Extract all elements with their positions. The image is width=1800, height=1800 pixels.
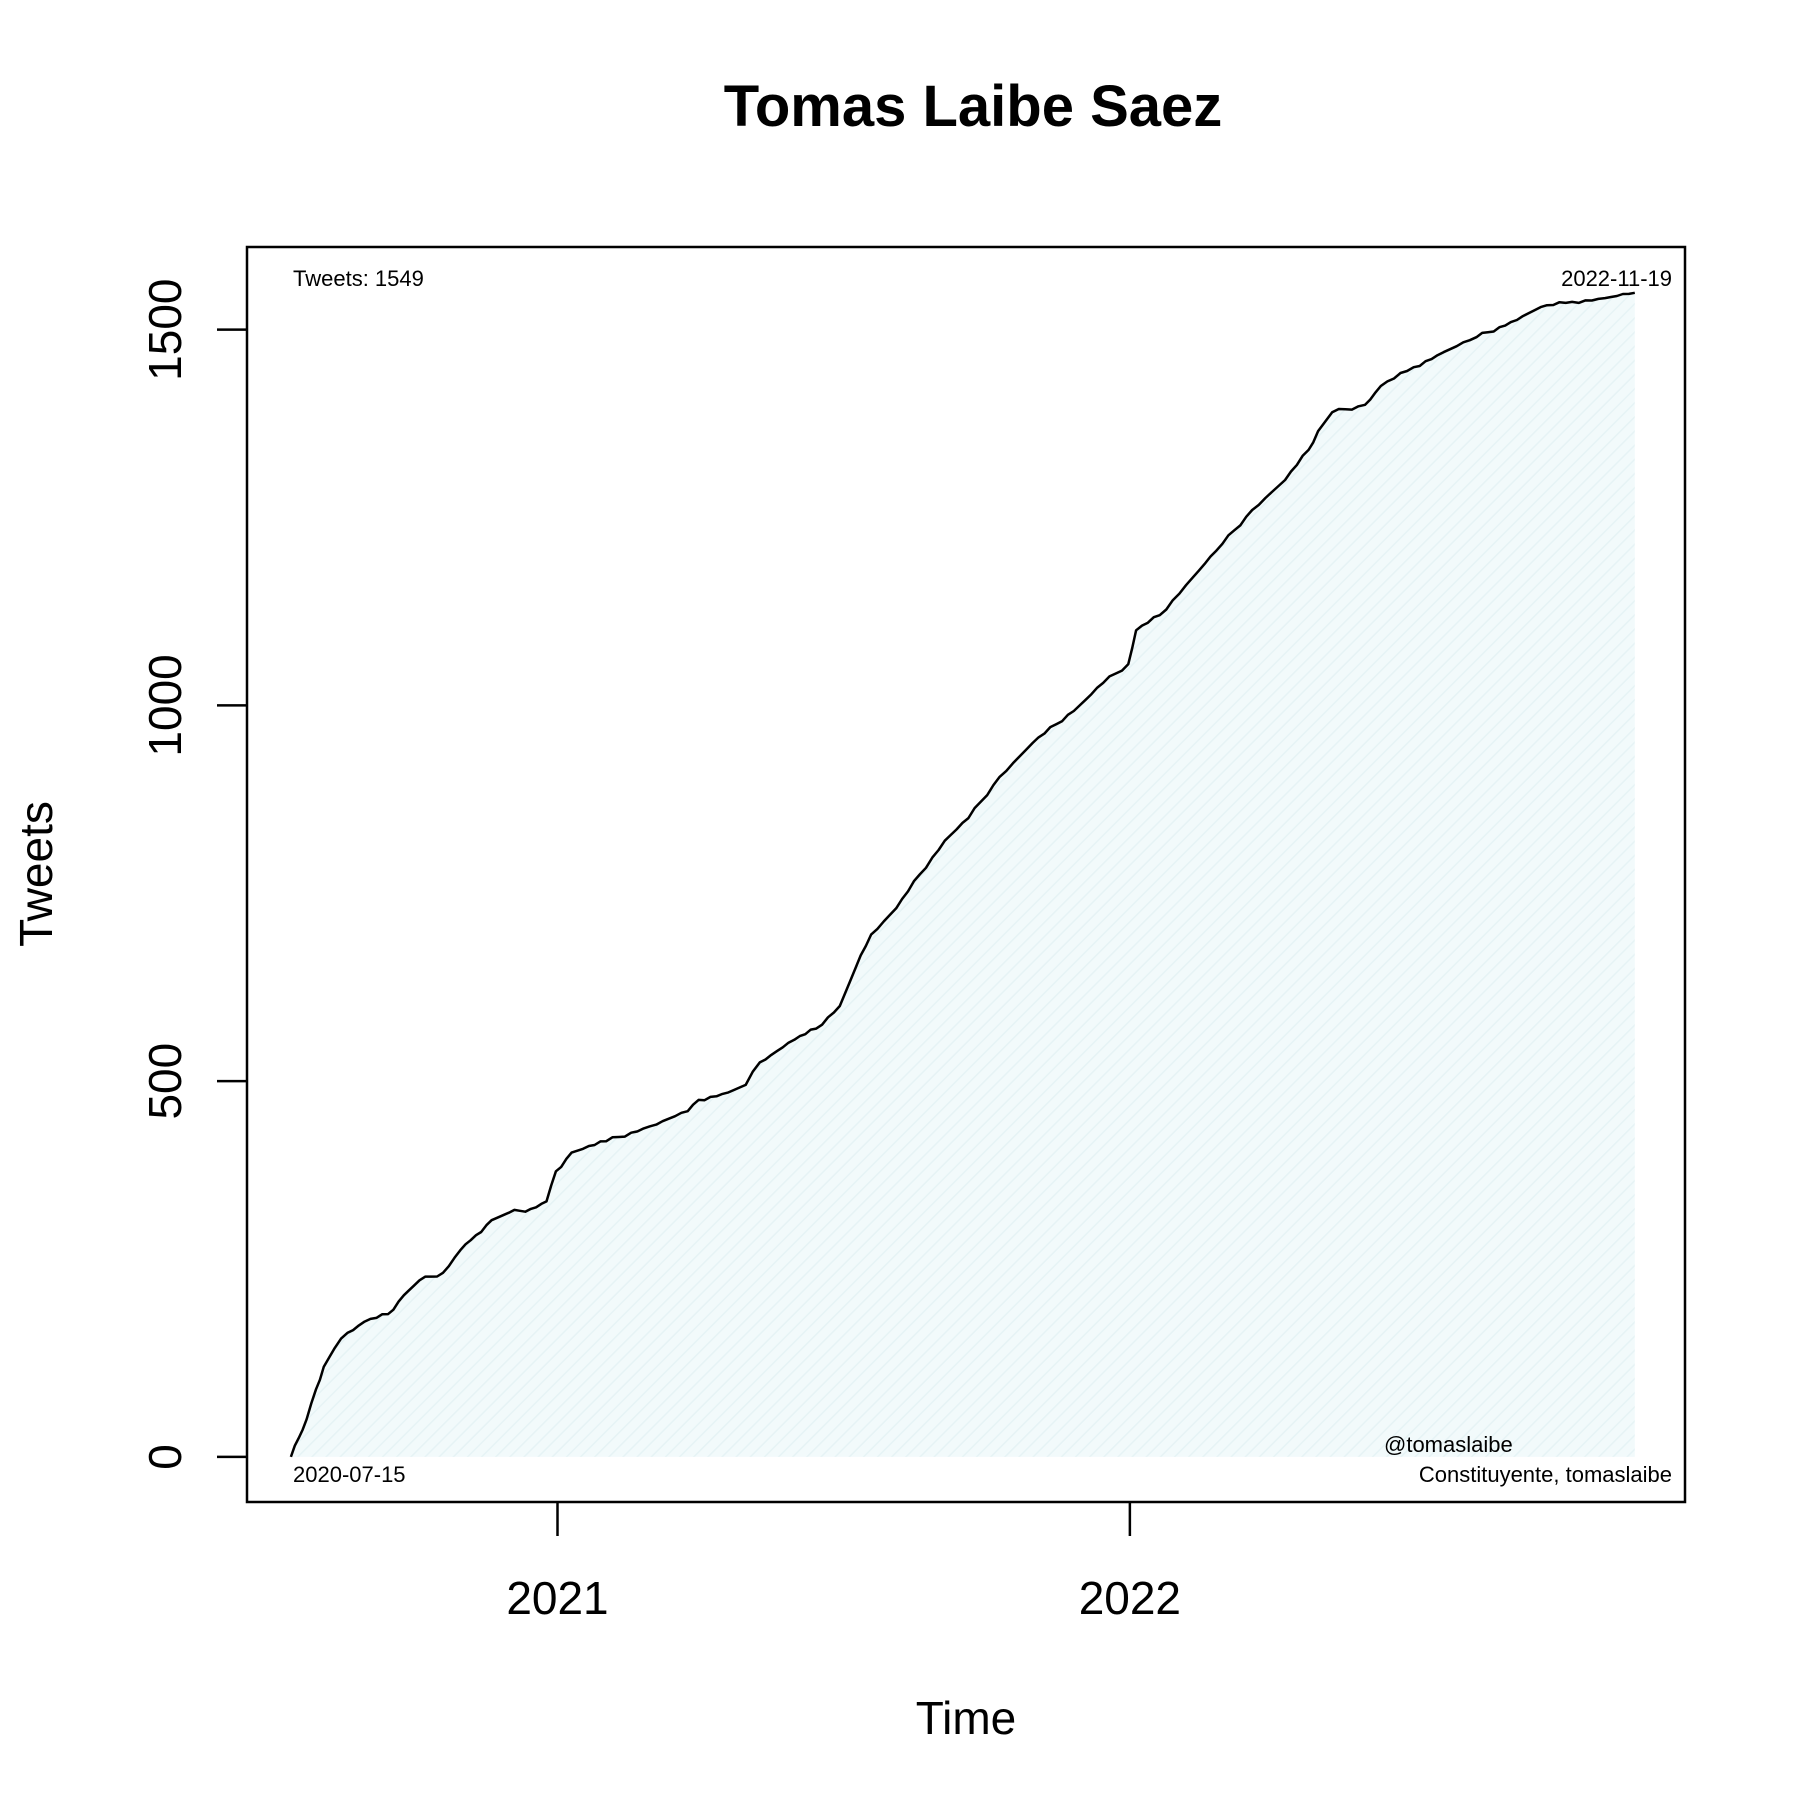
x-axis-title: Time (916, 1692, 1017, 1744)
end-date-annotation: 2022-11-19 (1561, 266, 1672, 291)
y-tick-label: 0 (139, 1444, 191, 1470)
chart-title: Tomas Laibe Saez (724, 74, 1223, 139)
handle-annotation: @tomaslaibe (1384, 1432, 1513, 1457)
y-axis-title: Tweets (10, 801, 62, 947)
series-line (289, 291, 1636, 1458)
y-axis: 0 500 1000 1500 (139, 278, 247, 1470)
description-annotation: Constituyente, tomaslaibe (1419, 1462, 1672, 1487)
x-axis: 2021 2022 (506, 1502, 1181, 1624)
area-fill (290, 292, 1635, 1457)
x-tick-label: 2022 (1079, 1572, 1181, 1624)
start-date-annotation: 2020-07-15 (293, 1462, 406, 1487)
tweet-count-annotation: Tweets: 1549 (293, 266, 424, 291)
y-tick-label: 1500 (139, 278, 191, 380)
x-tick-label: 2021 (506, 1572, 608, 1624)
y-tick-label: 1000 (139, 654, 191, 756)
plot-frame (245, 245, 1687, 1504)
y-tick-label: 500 (139, 1043, 191, 1120)
